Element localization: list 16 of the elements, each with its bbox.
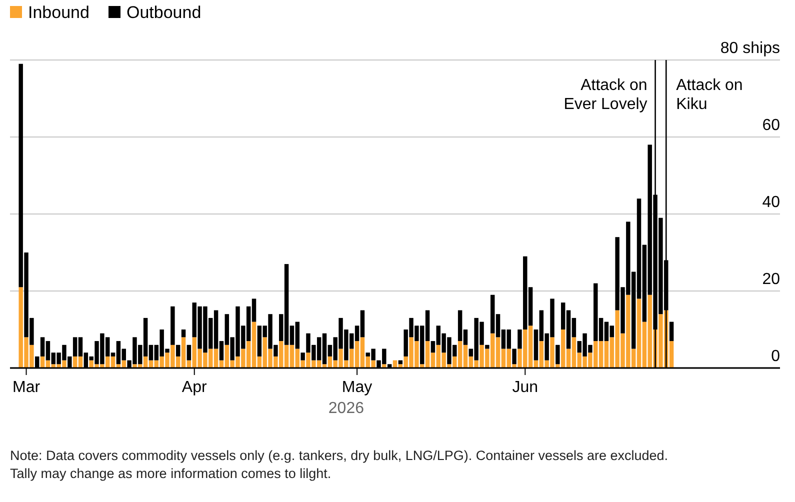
y-tick-label: 60 [762,117,780,134]
y-tick-label: 20 [762,271,780,288]
text: Note: Data covers commodity vessels only (e.g. tankers, dry bulk, LNG/LPG). Container vessels are excluded. [10,448,668,463]
y-tick-label: 40 [762,194,780,211]
legend-label: Outbound [126,3,202,22]
text: Tally may change as more information comes to lilght. [10,466,332,481]
x-tick-label: Jun [512,379,538,396]
ref-line-label: Attack on Kiku [676,77,743,113]
x-tick-label: Apr [182,379,208,396]
x-axis-title: 2026 [328,400,364,417]
legend-label: Inbound [28,3,90,22]
ref-line-label: Attack on Ever Lovely [564,77,648,113]
y-tick-label: 0 [771,348,780,365]
x-tick-label: May [342,379,372,396]
x-tick-label: Mar [12,379,41,396]
y-tick-label: 80 ships [720,40,780,57]
